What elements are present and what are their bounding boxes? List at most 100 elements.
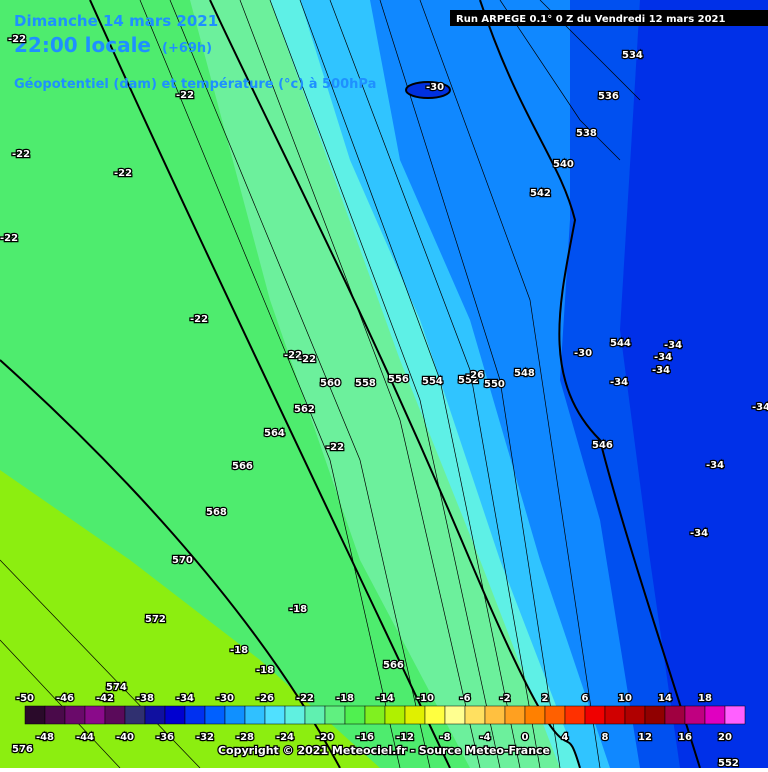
legend-swatch	[644, 705, 666, 725]
temperature-label: -30	[426, 82, 444, 93]
contour-label: 552	[718, 758, 739, 768]
legend-swatch	[424, 705, 446, 725]
legend-swatch	[164, 705, 186, 725]
contour-label: 538	[576, 128, 597, 139]
contour-label: 548	[514, 368, 535, 379]
legend-swatch	[284, 705, 306, 725]
contour-label: 556	[388, 374, 409, 385]
copyright: Copyright © 2021 Meteociel.fr - Source M…	[218, 744, 550, 757]
legend-top-label: -22	[296, 693, 314, 704]
legend-swatch	[144, 705, 166, 725]
legend-bottom-label: 0	[522, 732, 529, 743]
temperature-label: -18	[230, 645, 248, 656]
legend-bottom-label: -24	[276, 732, 294, 743]
legend-top-label: -2	[499, 693, 510, 704]
temperature-label: -34	[652, 365, 670, 376]
field: Géopotentiel (dam) et température (°c) à…	[14, 77, 376, 92]
contour-label: 572	[145, 614, 166, 625]
legend-swatch	[224, 705, 246, 725]
legend-top-label: -18	[336, 693, 354, 704]
contour-label: 560	[320, 378, 341, 389]
time: 22:00 locale	[14, 33, 151, 57]
temperature-label: -34	[752, 402, 768, 413]
temperature-label: -22	[326, 442, 344, 453]
contour-label: 542	[530, 188, 551, 199]
contour-label: 566	[232, 461, 253, 472]
run-label: Run ARPEGE 0.1° 0 Z du Vendredi 12 mars …	[456, 14, 726, 25]
temperature-label: -34	[690, 528, 708, 539]
contour-label: 550	[484, 379, 505, 390]
contour-label: 546	[592, 440, 613, 451]
darkblue-band	[620, 0, 768, 768]
legend-bottom-label: -20	[316, 732, 334, 743]
temperature-label: -34	[706, 460, 724, 471]
contour-label: 564	[264, 428, 285, 439]
legend-top-label: 14	[658, 693, 672, 704]
legend-swatch	[344, 705, 366, 725]
legend-bottom-label: 20	[718, 732, 732, 743]
legend-swatch	[464, 705, 486, 725]
temperature-label: -34	[654, 352, 672, 363]
legend-swatch	[444, 705, 466, 725]
legend-top-label: -38	[136, 693, 154, 704]
contour-label: 574	[106, 682, 127, 693]
contour-label: 544	[610, 338, 631, 349]
legend-swatch	[524, 705, 546, 725]
legend-swatch	[364, 705, 386, 725]
legend-top-label: -26	[256, 693, 274, 704]
temperature-label: -34	[664, 340, 682, 351]
contour-label: 568	[206, 507, 227, 518]
legend-bottom-label: 8	[602, 732, 609, 743]
legend-swatch	[504, 705, 526, 725]
temperature-label: -18	[256, 665, 274, 676]
legend-bottom-label: -28	[236, 732, 254, 743]
temperature-label: -34	[610, 377, 628, 388]
legend-swatch	[704, 705, 726, 725]
contours	[0, 0, 701, 769]
contour-label: 554	[422, 376, 443, 387]
legend-swatch	[584, 705, 606, 725]
legend-top-label: -14	[376, 693, 394, 704]
legend-top-label: 2	[542, 693, 549, 704]
temperature-label: -22	[114, 168, 132, 179]
legend-top-label: -10	[416, 693, 434, 704]
legend-swatch	[184, 705, 206, 725]
legend-top-label: 6	[582, 693, 589, 704]
legend-swatch	[124, 705, 146, 725]
contour-label: 540	[553, 159, 574, 170]
legend-bottom-label: -4	[479, 732, 490, 743]
legend-bottom-label: -44	[76, 732, 94, 743]
legend-bottom-label: -40	[116, 732, 134, 743]
legend-swatch	[44, 705, 66, 725]
legend-swatch	[24, 705, 46, 725]
legend-swatch	[384, 705, 406, 725]
legend-bottom-label: -48	[36, 732, 54, 743]
run-box	[450, 10, 768, 26]
legend-top-label: -30	[216, 693, 234, 704]
temperature-label: -22	[12, 149, 30, 160]
temperature-label: -22	[284, 350, 302, 361]
legend-bottom-label: 4	[562, 732, 569, 743]
legend-swatch	[604, 705, 626, 725]
legend-swatch	[324, 705, 346, 725]
temperature-label: -26	[466, 370, 484, 381]
contour-label: 566	[383, 660, 404, 671]
legend-top-label: -46	[56, 693, 74, 704]
temperature-label: -18	[289, 604, 307, 615]
legend-swatch	[684, 705, 706, 725]
legend-bottom-label: -36	[156, 732, 174, 743]
temperature-label: -22	[8, 34, 26, 45]
contour-label: 534	[622, 50, 643, 61]
legend-top-label: -6	[459, 693, 470, 704]
legend-bottom-label: -8	[439, 732, 450, 743]
legend-swatch	[724, 705, 746, 725]
legend-swatch	[564, 705, 586, 725]
legend-bottom-label: -32	[196, 732, 214, 743]
temperature-label: -22	[176, 90, 194, 101]
legend-swatch	[104, 705, 126, 725]
legend-top-label: -50	[16, 693, 34, 704]
contour-label: 576	[12, 744, 33, 755]
contour-label: 552	[458, 375, 479, 386]
temperature-label: -30	[574, 348, 592, 359]
